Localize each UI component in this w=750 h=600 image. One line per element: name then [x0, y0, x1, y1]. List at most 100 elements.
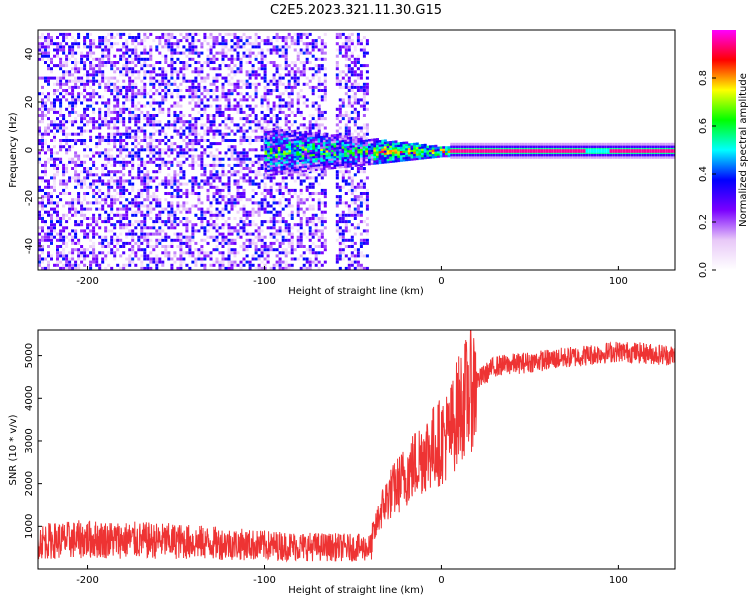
- heatmap-cell: [50, 195, 53, 199]
- heatmap-cell: [143, 235, 147, 239]
- heatmap-cell: [146, 204, 150, 208]
- heatmap-cell: [330, 166, 334, 170]
- heatmap-cell: [158, 139, 162, 142]
- heatmap-cell: [50, 213, 53, 217]
- heatmap-cell: [287, 107, 291, 111]
- heatmap-cell: [191, 223, 195, 227]
- heatmap-cell: [362, 179, 366, 183]
- heatmap-cell: [230, 129, 234, 133]
- heatmap-cell: [191, 251, 195, 255]
- heatmap-cell: [365, 198, 369, 202]
- heatmap-cell: [350, 185, 354, 189]
- heatmap-cell: [307, 143, 310, 146]
- heatmap-cell: [92, 92, 96, 96]
- heatmap-cell: [338, 45, 342, 49]
- heatmap-cell: [188, 148, 192, 152]
- heatmap-cell: [278, 79, 282, 83]
- heatmap-cell: [200, 185, 204, 189]
- heatmap-cell: [185, 226, 189, 230]
- heatmap-cell: [275, 48, 279, 52]
- heatmap-cell: [161, 139, 165, 142]
- heatmap-cell: [269, 210, 273, 214]
- heatmap-cell: [182, 176, 186, 180]
- heatmap-cell: [347, 126, 351, 130]
- heatmap-cell: [308, 195, 312, 199]
- heatmap-cell: [71, 36, 75, 39]
- heatmap-cell: [62, 139, 66, 142]
- heatmap-cell: [101, 204, 105, 208]
- heatmap-cell: [125, 232, 129, 236]
- heatmap-cell: [320, 241, 324, 245]
- heatmap-cell: [113, 163, 117, 167]
- heatmap-cell: [164, 57, 168, 61]
- heatmap-cell: [98, 226, 102, 230]
- heatmap-cell: [323, 188, 327, 192]
- heatmap-cell: [242, 241, 246, 245]
- heatmap-cell: [209, 120, 213, 124]
- heatmap-cell: [293, 170, 297, 174]
- heatmap-cell: [302, 48, 306, 52]
- heatmap-cell: [362, 98, 366, 102]
- heatmap-cell: [74, 61, 78, 64]
- heatmap-cell: [179, 32, 183, 36]
- heatmap-cell: [359, 254, 363, 258]
- heatmap-cell: [278, 210, 282, 214]
- heatmap-cell: [344, 238, 348, 242]
- heatmap-cell: [359, 48, 363, 52]
- heatmap-cell: [149, 260, 153, 264]
- heatmap-cell: [107, 179, 111, 183]
- heatmap-cell: [266, 48, 270, 52]
- heatmap-cell: [203, 210, 207, 214]
- heatmap-cell: [173, 182, 177, 186]
- heatmap-cell: [158, 120, 162, 124]
- heatmap-cell: [233, 36, 237, 39]
- heatmap-cell: [365, 238, 369, 242]
- heatmap-cell: [239, 129, 243, 133]
- heatmap-cell: [125, 204, 129, 208]
- heatmap-cell: [104, 61, 108, 64]
- heatmap-cell: [164, 45, 168, 49]
- heatmap-cell: [359, 70, 363, 74]
- heatmap-cell: [230, 54, 234, 58]
- heatmap-cell: [317, 217, 321, 220]
- heatmap-cell: [323, 126, 327, 130]
- heatmap-cell: [68, 48, 72, 52]
- heatmap-cell: [83, 235, 87, 239]
- heatmap-cell: [74, 82, 78, 86]
- heatmap-cell: [41, 132, 44, 136]
- heatmap-cell: [362, 85, 366, 89]
- heatmap-cell: [242, 129, 246, 133]
- heatmap-cell: [320, 95, 324, 99]
- heatmap-cell: [221, 245, 225, 248]
- heatmap-cell: [236, 160, 240, 164]
- heatmap-cell: [143, 257, 147, 261]
- heatmap-cell: [191, 235, 195, 239]
- heatmap-cell: [335, 198, 339, 202]
- heatmap-cell: [209, 142, 213, 146]
- heatmap-cell: [347, 76, 351, 80]
- heatmap-cell: [113, 257, 117, 261]
- heatmap-cell: [182, 201, 186, 205]
- heatmap-cell: [122, 123, 126, 127]
- heatmap-cell: [47, 229, 50, 233]
- heatmap-cell: [95, 223, 99, 227]
- heatmap-cell: [128, 160, 132, 164]
- heatmap-cell: [44, 139, 47, 142]
- heatmap-cell: [194, 248, 198, 252]
- heatmap-cell: [254, 32, 258, 36]
- heatmap-cell: [71, 85, 75, 89]
- heatmap-cell: [242, 154, 246, 158]
- heatmap-cell: [350, 95, 354, 99]
- heatmap-cell: [104, 54, 108, 58]
- heatmap-cell: [113, 120, 117, 124]
- heatmap-cell: [275, 120, 279, 124]
- heatmap-cell: [74, 167, 78, 170]
- heatmap-cell: [38, 213, 41, 217]
- heatmap-cell: [41, 213, 44, 217]
- heatmap-cell: [296, 138, 300, 141]
- heatmap-cell: [134, 64, 138, 68]
- heatmap-cell: [200, 151, 204, 155]
- heatmap-cell: [285, 139, 289, 142]
- heatmap-cell: [299, 201, 303, 205]
- heatmap-cell: [278, 266, 282, 270]
